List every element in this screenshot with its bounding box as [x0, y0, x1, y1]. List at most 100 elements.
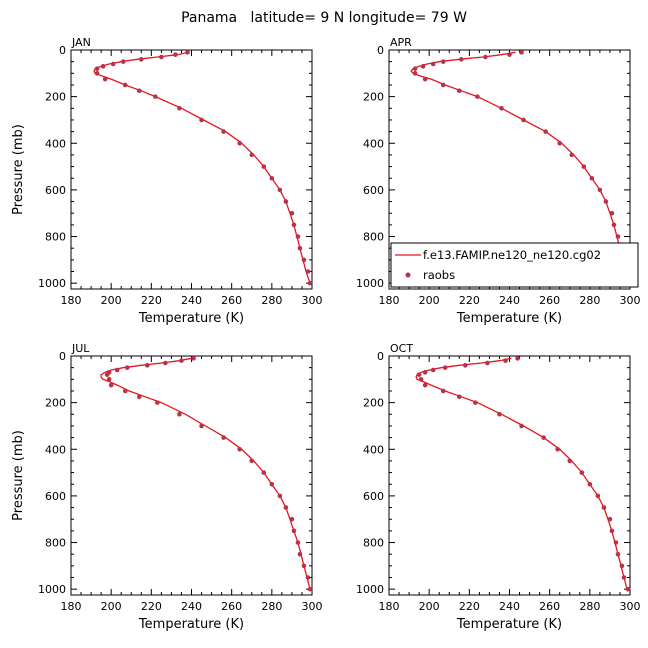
raobs-marker — [463, 363, 468, 368]
raobs-marker — [301, 257, 307, 263]
raobs-marker — [555, 446, 560, 452]
y-axis-label: Pressure (mb) — [11, 124, 26, 215]
y-axis-label: Pressure (mb) — [11, 430, 26, 521]
panel-apr: 180 200 220 240 260 280 300 0 200 400 600 800 1000 Te… — [356, 36, 641, 326]
figure-title: Panama latitude= 9 N longitude= 79 W — [181, 10, 467, 26]
raobs-marker — [106, 377, 112, 382]
raobs-marker — [177, 411, 182, 417]
x-tick-label: 180 — [61, 294, 82, 307]
raobs-marker — [277, 493, 283, 499]
raobs-marker — [269, 481, 275, 487]
panel-jul: 180 200 220 240 260 280 300 0 200 400 600 800 1000 Te… — [11, 342, 323, 632]
raobs-marker — [420, 64, 426, 69]
y-tick-label: 800 — [363, 537, 384, 550]
raobs-marker — [291, 222, 297, 228]
x-tick-label: 280 — [579, 600, 600, 613]
raobs-marker — [567, 458, 573, 464]
raobs-marker — [110, 61, 116, 67]
y-tick-label: 200 — [363, 91, 384, 104]
x-tick-label: 220 — [141, 600, 162, 613]
raobs-marker — [418, 377, 424, 382]
y-tick-label: 0 — [377, 350, 384, 363]
raobs-marker — [499, 105, 504, 111]
x-tick-label: 300 — [302, 600, 323, 613]
raobs-marker — [221, 435, 226, 440]
y-tick-label: 1000 — [38, 583, 66, 596]
raobs-marker — [249, 152, 255, 158]
raobs-marker — [94, 71, 100, 76]
raobs-marker — [569, 152, 575, 158]
panel-month-label: OCT — [390, 342, 413, 355]
plot-frame — [70, 355, 313, 596]
x-tick-label: 220 — [141, 294, 162, 307]
raobs-marker — [619, 563, 625, 569]
x-tick-label: 280 — [261, 600, 282, 613]
x-axis-label: Temperature (K) — [138, 311, 244, 326]
raobs-marker — [122, 388, 128, 394]
x-tick-label: 180 — [379, 294, 400, 307]
x-axis-label: Temperature (K) — [456, 311, 562, 326]
raobs-marker — [249, 458, 255, 464]
legend-obs-swatch — [405, 272, 411, 278]
x-tick-label: 240 — [499, 294, 520, 307]
raobs-marker — [601, 505, 607, 510]
raobs-marker — [607, 516, 613, 522]
raobs-marker — [430, 367, 436, 373]
x-tick-label: 240 — [181, 600, 202, 613]
raobs-marker — [459, 57, 464, 62]
raobs-marker — [613, 540, 619, 545]
raobs-marker — [412, 71, 418, 76]
raobs-marker — [581, 164, 587, 169]
raobs-marker — [185, 50, 190, 55]
raobs-marker — [124, 365, 130, 370]
y-tick-label: 400 — [45, 137, 66, 150]
raobs-marker — [289, 516, 295, 522]
y-tick-label: 0 — [377, 44, 384, 57]
legend-model-label: f.e13.FAMIP.ne120_ne120.cg02 — [423, 248, 601, 262]
raobs-marker — [261, 164, 267, 169]
raobs-marker — [611, 222, 617, 228]
raobs-marker — [579, 470, 585, 475]
raobs-marker — [163, 360, 168, 366]
raobs-marker — [587, 481, 593, 487]
raobs-marker — [297, 245, 303, 251]
x-axis-label: Temperature (K) — [138, 617, 244, 632]
raobs-marker — [597, 187, 603, 193]
plot-frame — [70, 49, 313, 290]
raobs-marker — [199, 117, 204, 123]
raobs-marker — [102, 76, 108, 82]
x-tick-label: 280 — [579, 294, 600, 307]
x-tick-label: 200 — [419, 294, 440, 307]
legend-obs-label: raobs — [423, 268, 455, 282]
raobs-marker — [456, 394, 462, 400]
raobs-marker — [519, 423, 524, 429]
raobs-marker — [589, 175, 595, 181]
panel-month-label: JUL — [71, 342, 90, 355]
panel-month-label: JAN — [71, 36, 91, 49]
raobs-marker — [603, 199, 609, 204]
y-tick-label: 400 — [363, 137, 384, 150]
raobs-marker — [94, 66, 100, 71]
raobs-marker — [307, 280, 313, 286]
raobs-marker — [503, 358, 508, 363]
model-profile-line — [100, 357, 311, 590]
raobs-marker — [100, 64, 106, 69]
raobs-marker — [173, 52, 178, 57]
x-tick-label: 280 — [261, 294, 282, 307]
raobs-marker — [456, 88, 462, 94]
x-tick-label: 200 — [419, 600, 440, 613]
x-tick-label: 260 — [539, 294, 560, 307]
raobs-marker — [295, 234, 301, 239]
raobs-marker — [269, 175, 275, 181]
y-tick-label: 1000 — [356, 277, 384, 290]
raobs-marker — [237, 446, 242, 452]
x-tick-label: 240 — [181, 294, 202, 307]
raobs-marker — [609, 528, 615, 534]
raobs-marker — [497, 411, 502, 417]
raobs-marker — [291, 528, 297, 534]
y-tick-label: 1000 — [356, 583, 384, 596]
raobs-marker — [422, 370, 428, 375]
plot-frame — [388, 355, 631, 596]
